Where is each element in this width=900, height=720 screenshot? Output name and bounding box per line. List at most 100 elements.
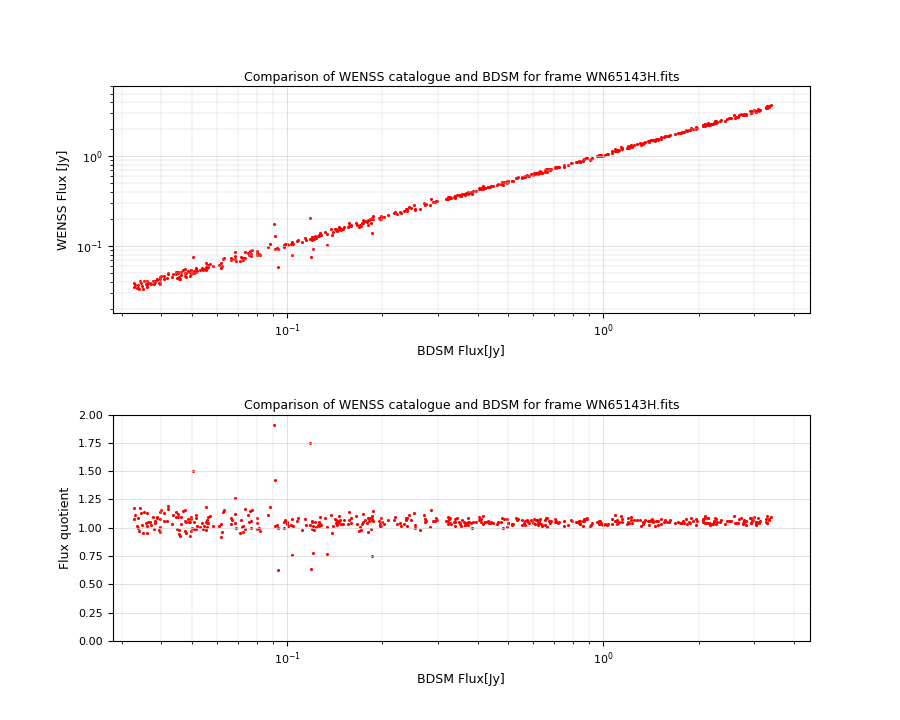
Point [744,512,759,523]
Point [166,509,180,521]
Point [570,516,584,528]
Point [458,189,473,200]
Point [216,253,230,265]
Point [390,518,404,530]
Point [157,270,171,282]
Point [651,133,665,145]
Point [552,516,566,528]
Point [472,512,487,523]
Point [473,513,488,525]
Point [364,217,378,228]
Point [361,219,375,230]
Point [148,516,162,527]
Point [286,238,301,250]
Point [205,261,220,272]
Point [291,513,305,524]
Point [190,265,204,276]
Point [171,528,185,539]
Point [506,175,520,186]
Point [495,176,509,188]
Point [150,274,165,285]
Point [355,518,369,529]
Point [278,514,293,526]
Point [500,517,515,528]
Point [708,117,723,129]
Point [189,266,203,278]
Point [644,515,659,526]
Point [543,164,557,176]
Point [569,156,583,168]
Point [244,522,258,534]
Point [572,518,587,529]
Point [373,518,387,530]
Point [527,513,542,525]
Point [689,122,704,133]
Point [133,277,148,289]
Point [749,106,763,117]
Point [609,145,624,157]
Point [200,515,214,526]
Point [461,187,475,199]
Point [392,207,407,218]
Point [320,229,334,240]
Point [654,131,669,143]
Point [127,277,141,289]
X-axis label: BDSM Flux[Jy]: BDSM Flux[Jy] [418,672,505,685]
Point [337,514,351,526]
Point [644,514,659,526]
Point [184,523,199,534]
Point [710,517,724,528]
Point [400,203,415,215]
Point [449,513,464,524]
Point [143,516,157,527]
Point [140,507,154,518]
Point [594,150,608,161]
Point [696,120,710,131]
Point [572,516,587,527]
Point [736,108,751,120]
Point [644,515,658,526]
Point [599,148,614,160]
Point [128,509,142,521]
Point [318,512,332,523]
Point [332,223,347,235]
Point [686,516,700,527]
Point [460,186,474,197]
Point [154,271,168,282]
Point [189,509,203,521]
Point [648,135,662,147]
Point [150,274,165,285]
Point [677,517,691,528]
Point [669,517,683,528]
Point [309,522,323,534]
Point [311,229,326,240]
Point [243,505,257,516]
Point [701,119,716,130]
Point [752,104,767,115]
Point [165,518,179,529]
Point [743,513,758,524]
Point [672,127,687,139]
Point [496,522,510,534]
Point [543,518,557,529]
Point [320,521,334,533]
Point [276,239,291,251]
Point [409,204,423,215]
Point [680,125,695,137]
Point [477,182,491,194]
Point [760,510,774,521]
Point [172,524,186,536]
Point [570,156,584,168]
Point [580,512,594,523]
Point [705,119,719,130]
Point [183,266,197,278]
Point [749,107,763,118]
Point [518,171,533,183]
Point [677,126,691,138]
Point [299,234,313,246]
Point [649,133,663,145]
Point [501,517,516,528]
Point [224,514,238,526]
Point [730,111,744,122]
Point [682,125,697,136]
